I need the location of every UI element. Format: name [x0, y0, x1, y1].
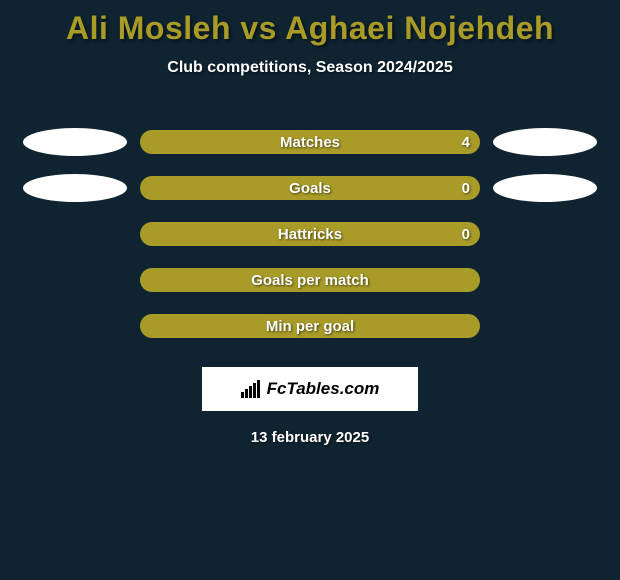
footer-brand-text: FcTables.com	[267, 379, 380, 399]
stat-rows: Matches 4 Goals 0 Hattricks 0	[0, 119, 620, 349]
stat-label: Goals per match	[251, 272, 369, 289]
right-ellipse-slot	[480, 128, 610, 156]
stat-label: Matches	[280, 134, 340, 151]
stat-row: Goals 0	[0, 165, 620, 211]
comparison-subtitle: Club competitions, Season 2024/2025	[0, 59, 620, 77]
footer-brand: FcTables.com	[241, 379, 380, 399]
right-ellipse-icon	[493, 174, 597, 202]
stat-row: Min per goal	[0, 303, 620, 349]
stat-row: Goals per match	[0, 257, 620, 303]
footer-brand-box: FcTables.com	[202, 367, 418, 411]
stat-label: Min per goal	[266, 318, 354, 335]
stat-bar: Goals 0	[140, 176, 480, 200]
stat-label: Hattricks	[278, 226, 342, 243]
stat-value: 0	[462, 180, 470, 197]
stat-bar: Hattricks 0	[140, 222, 480, 246]
right-ellipse-icon	[493, 128, 597, 156]
bar-chart-icon	[241, 380, 263, 398]
comparison-title: Ali Mosleh vs Aghaei Nojehdeh	[0, 0, 620, 47]
left-ellipse-icon	[23, 174, 127, 202]
stat-bar: Matches 4	[140, 130, 480, 154]
right-ellipse-slot	[480, 174, 610, 202]
stat-label: Goals	[289, 180, 331, 197]
date-text: 13 february 2025	[0, 429, 620, 446]
stat-row: Matches 4	[0, 119, 620, 165]
stat-value: 0	[462, 226, 470, 243]
left-ellipse-icon	[23, 128, 127, 156]
left-ellipse-slot	[10, 174, 140, 202]
stat-bar: Goals per match	[140, 268, 480, 292]
stat-bar: Min per goal	[140, 314, 480, 338]
stat-value: 4	[462, 134, 470, 151]
left-ellipse-slot	[10, 128, 140, 156]
stat-row: Hattricks 0	[0, 211, 620, 257]
